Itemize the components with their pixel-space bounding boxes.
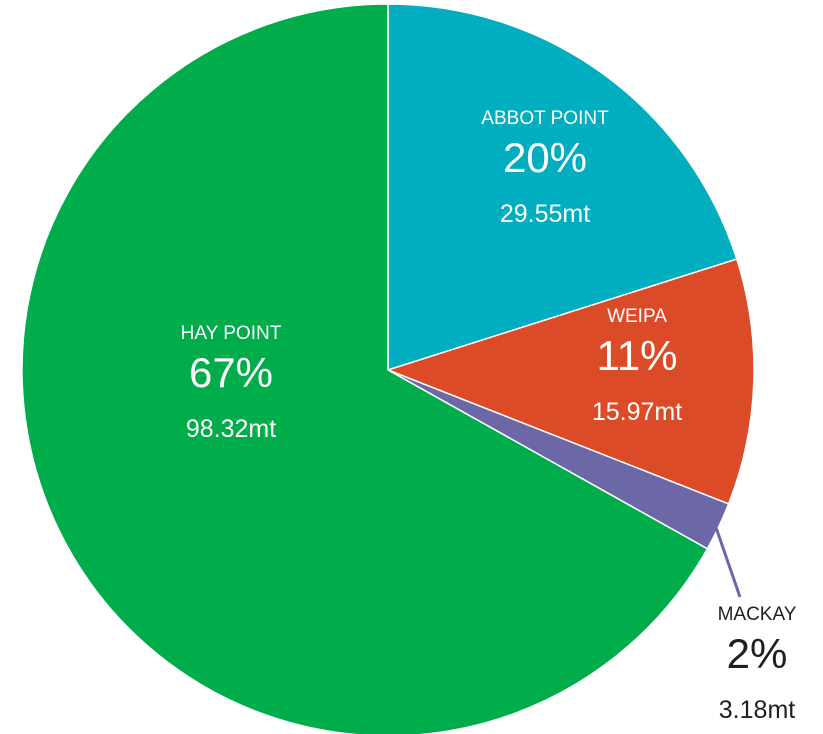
slice-name-mackay: MACKAY (718, 604, 797, 625)
slice-label-hay-point: HAY POINT 67% 98.32mt (181, 323, 282, 443)
slice-value-abbot-point: 29.55mt (500, 200, 590, 228)
leader-lines (715, 525, 740, 597)
slice-name-hay-point: HAY POINT (181, 323, 282, 344)
slice-percent-abbot-point: 20% (503, 134, 587, 181)
slice-value-weipa: 15.97mt (592, 398, 682, 426)
slice-name-abbot-point: ABBOT POINT (481, 108, 609, 129)
slice-value-mackay: 3.18mt (719, 696, 795, 724)
slice-percent-hay-point: 67% (189, 349, 273, 396)
slice-name-weipa: WEIPA (607, 306, 667, 327)
leader-line-mackay (715, 525, 740, 597)
slice-label-mackay: MACKAY 2% 3.18mt (718, 604, 797, 724)
slice-percent-mackay: 2% (727, 630, 788, 677)
slice-value-hay-point: 98.32mt (186, 415, 276, 443)
slice-percent-weipa: 11% (597, 332, 678, 379)
